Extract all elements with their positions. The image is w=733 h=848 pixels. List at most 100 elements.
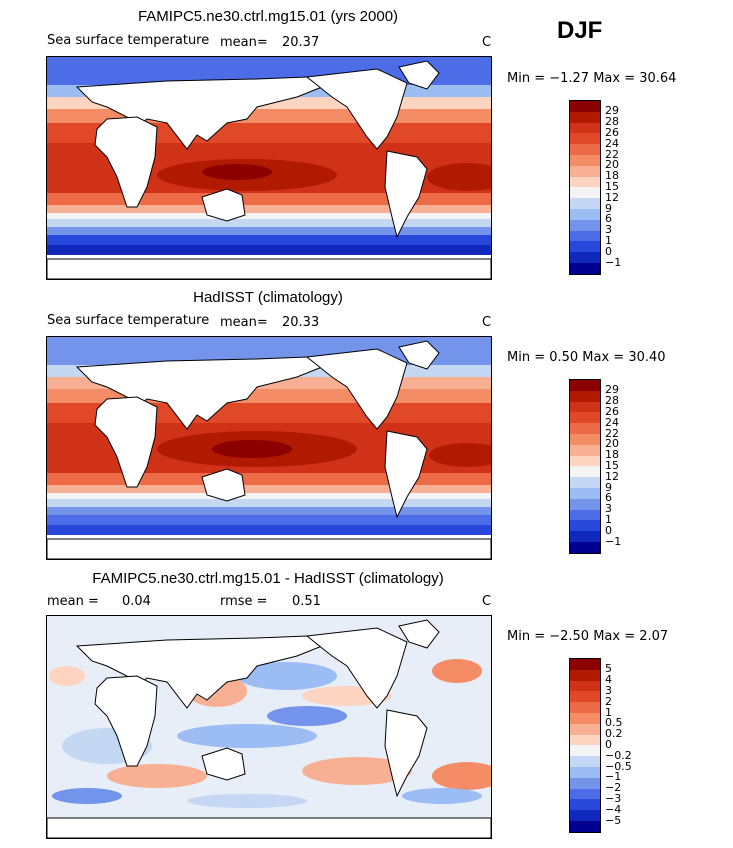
colorbar-segment <box>570 734 600 746</box>
colorbar-segment <box>570 230 600 242</box>
colorbar-segment <box>570 509 600 521</box>
colorbar-tick-label: 28 <box>605 115 619 129</box>
colorbar-tick-label: 9 <box>605 201 612 215</box>
panel-2-minmax: Min = 0.50 Max = 30.40 <box>507 350 666 365</box>
panel-3-title: FAMIPC5.ne30.ctrl.mg15.01 - HadISST (cli… <box>92 570 444 587</box>
colorbar-tick-label: 18 <box>605 448 619 462</box>
colorbar-segment <box>570 133 600 145</box>
colorbar-segment <box>570 401 600 413</box>
panel-1-sst-field <box>47 57 491 279</box>
colorbar-segment <box>570 187 600 199</box>
panel-2-sst-field <box>47 337 491 559</box>
panel-3-rmse-label: rmse = <box>220 594 268 609</box>
panel-3-map <box>46 615 492 839</box>
colorbar-tick-label: 9 <box>605 480 612 494</box>
panel-2-units: C <box>482 315 492 330</box>
colorbar-segment <box>570 788 600 800</box>
colorbar-tick-label: −3 <box>605 791 622 805</box>
colorbar-segment <box>570 111 600 123</box>
colorbar-tick-label: 24 <box>605 136 619 150</box>
panel-2-mean-value: 20.33 <box>282 315 320 330</box>
colorbar-segment <box>570 756 600 767</box>
colorbar-tick-label: −1 <box>605 534 622 548</box>
colorbar-tick-label: −0.5 <box>605 759 632 773</box>
colorbar-segment <box>570 219 600 231</box>
colorbar-segment <box>570 810 600 821</box>
colorbar-tick-label: 0.5 <box>605 716 623 730</box>
colorbar-tick-label: 3 <box>605 223 612 237</box>
colorbar-tick-label: 3 <box>605 502 612 516</box>
colorbar-segment <box>570 680 600 692</box>
panel-1-mean-value: 20.37 <box>282 35 320 50</box>
panel-1-minmax: Min = −1.27 Max = 30.64 <box>507 71 677 86</box>
colorbar-tick-label: 22 <box>605 426 619 440</box>
colorbar-tick-label: 26 <box>605 404 619 418</box>
colorbar-tick-label: −2 <box>605 781 622 795</box>
colorbar-tick-label: 29 <box>605 383 619 397</box>
panel-2-title: HadISST (climatology) <box>193 289 343 306</box>
colorbar-segment <box>570 412 600 424</box>
colorbar-tick-label: 26 <box>605 125 619 139</box>
colorbar-segment <box>570 659 600 670</box>
panel-1-map <box>46 56 492 280</box>
colorbar-segment <box>570 165 600 177</box>
panel-2-colorbar <box>569 379 601 554</box>
panel-1-title: FAMIPC5.ne30.ctrl.mg15.01 (yrs 2000) <box>137 8 399 25</box>
colorbar-segment <box>570 520 600 532</box>
colorbar-segment <box>570 101 600 112</box>
colorbar-segment <box>570 176 600 188</box>
colorbar-tick-label: 2 <box>605 694 612 708</box>
panel-2-mean-label: mean= <box>220 315 268 330</box>
colorbar-tick-label: 24 <box>605 415 619 429</box>
panel-1-colorbar <box>569 100 601 275</box>
panel-3-mean-label: mean = <box>47 594 99 609</box>
colorbar-segment <box>570 122 600 134</box>
colorbar-segment <box>570 154 600 166</box>
colorbar-segment <box>570 208 600 220</box>
colorbar-segment <box>570 712 600 724</box>
colorbar-tick-label: 29 <box>605 104 619 118</box>
colorbar-tick-label: 22 <box>605 147 619 161</box>
colorbar-tick-label: 1 <box>605 705 612 719</box>
colorbar-tick-label: 6 <box>605 212 612 226</box>
colorbar-segment <box>570 390 600 402</box>
panel-3-units: C <box>482 594 492 609</box>
colorbar-tick-label: 4 <box>605 673 612 687</box>
colorbar-tick-label: 15 <box>605 179 619 193</box>
colorbar-segment <box>570 820 600 832</box>
panel-3-minmax: Min = −2.50 Max = 2.07 <box>507 629 669 644</box>
colorbar-tick-label: 1 <box>605 233 612 247</box>
panel-2-map <box>46 336 492 560</box>
colorbar-tick-label: −4 <box>605 802 622 816</box>
colorbar-tick-label: 20 <box>605 437 619 451</box>
panel-3-rmse-value: 0.51 <box>292 594 321 609</box>
colorbar-segment <box>570 433 600 445</box>
panel-2-variable: Sea surface temperature <box>47 313 210 328</box>
colorbar-tick-label: −0.2 <box>605 748 632 762</box>
colorbar-segment <box>570 669 600 681</box>
colorbar-tick-label: 20 <box>605 158 619 172</box>
colorbar-tick-label: 5 <box>605 662 612 676</box>
colorbar-segment <box>570 252 600 263</box>
colorbar-segment <box>570 777 600 789</box>
colorbar-tick-label: 28 <box>605 394 619 408</box>
panel-3-mean-value: 0.04 <box>122 594 151 609</box>
colorbar-segment <box>570 241 600 253</box>
colorbar-segment <box>570 702 600 713</box>
colorbar-segment <box>570 723 600 735</box>
colorbar-segment <box>570 423 600 434</box>
colorbar-segment <box>570 262 600 274</box>
colorbar-segment <box>570 487 600 499</box>
panel-1-units: C <box>482 35 492 50</box>
colorbar-tick-label: 6 <box>605 491 612 505</box>
colorbar-segment <box>570 799 600 811</box>
colorbar-segment <box>570 477 600 488</box>
colorbar-segment <box>570 455 600 467</box>
panel-1-variable: Sea surface temperature <box>47 33 210 48</box>
colorbar-segment <box>570 691 600 703</box>
colorbar-tick-label: 3 <box>605 683 612 697</box>
season-label: DJF <box>557 17 603 44</box>
colorbar-tick-label: 15 <box>605 458 619 472</box>
colorbar-segment <box>570 745 600 757</box>
colorbar-tick-label: 1 <box>605 512 612 526</box>
